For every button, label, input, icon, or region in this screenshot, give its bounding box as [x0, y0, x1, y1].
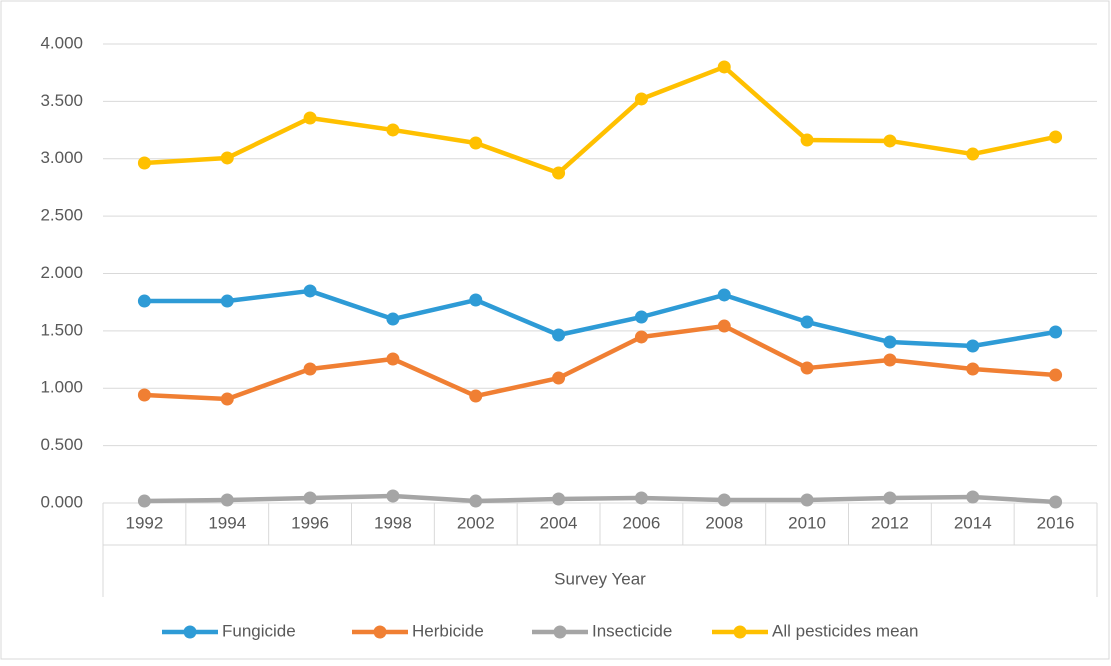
- data-point: [966, 147, 980, 161]
- x-tick-label: 1992: [126, 513, 164, 532]
- data-point: [137, 294, 151, 308]
- data-point: [800, 133, 814, 147]
- data-point: [966, 490, 980, 504]
- data-point: [469, 136, 483, 150]
- data-point: [469, 389, 483, 403]
- x-tick-label: 2016: [1037, 513, 1075, 532]
- data-point: [883, 335, 897, 349]
- data-point: [386, 312, 400, 326]
- x-tick-label: 1996: [291, 513, 329, 532]
- data-point: [137, 494, 151, 508]
- y-tick-label: 3.500: [40, 91, 83, 110]
- data-point: [717, 288, 731, 302]
- data-point: [386, 123, 400, 137]
- y-tick-label: 1.500: [40, 320, 83, 339]
- series-line: [144, 493, 1056, 505]
- data-point: [303, 111, 317, 125]
- x-tick-label: 2006: [623, 513, 661, 532]
- data-point: [883, 134, 897, 148]
- series-line: [144, 288, 1056, 349]
- data-point: [552, 492, 566, 506]
- data-point: [303, 491, 317, 505]
- y-tick-label: 2.500: [40, 206, 83, 225]
- data-point: [800, 361, 814, 375]
- x-tick-label: 2004: [540, 513, 578, 532]
- y-tick-label: 0.500: [40, 435, 83, 454]
- legend-marker: [373, 625, 387, 639]
- legend-marker: [733, 625, 747, 639]
- data-point: [800, 493, 814, 507]
- data-point: [1049, 368, 1063, 382]
- data-point: [717, 60, 731, 74]
- y-tick-label: 3.000: [40, 148, 83, 167]
- legend-label: All pesticides mean: [772, 621, 918, 640]
- data-point: [634, 310, 648, 324]
- data-point: [800, 315, 814, 329]
- data-point: [552, 166, 566, 180]
- data-point: [717, 319, 731, 333]
- series-line: [144, 64, 1057, 176]
- data-point: [220, 392, 234, 406]
- data-point: [220, 493, 234, 507]
- data-point: [966, 362, 980, 376]
- data-point: [386, 352, 400, 366]
- data-point: [883, 353, 897, 367]
- data-point: [883, 491, 897, 505]
- y-tick-label: 4.000: [40, 33, 83, 52]
- data-point: [717, 493, 731, 507]
- data-point: [220, 294, 234, 308]
- legend-marker: [553, 625, 567, 639]
- y-tick-label: 0.000: [40, 492, 83, 511]
- data-point: [220, 151, 234, 165]
- legend-label: Insecticide: [592, 621, 672, 640]
- data-point: [552, 371, 566, 385]
- data-point: [966, 339, 980, 353]
- y-tick-label: 1.000: [40, 378, 83, 397]
- data-point: [1049, 495, 1063, 509]
- data-point: [137, 156, 151, 170]
- data-point: [1049, 130, 1063, 144]
- x-tick-label: 2014: [954, 513, 992, 532]
- data-point: [137, 388, 151, 402]
- x-tick-label: 1994: [208, 513, 246, 532]
- data-point: [469, 494, 483, 508]
- data-point: [303, 284, 317, 298]
- x-axis-title: Survey Year: [554, 569, 646, 588]
- legend-label: Fungicide: [222, 621, 296, 640]
- x-tick-label: 2012: [871, 513, 909, 532]
- x-tick-label: 2002: [457, 513, 495, 532]
- data-point: [634, 330, 648, 344]
- data-point: [386, 489, 400, 503]
- legend-marker: [183, 625, 197, 639]
- data-point: [634, 491, 648, 505]
- x-tick-label: 1998: [374, 513, 412, 532]
- data-point: [634, 92, 648, 106]
- y-tick-label: 2.000: [40, 263, 83, 282]
- data-point: [469, 293, 483, 307]
- x-tick-label: 2008: [705, 513, 743, 532]
- series-line: [144, 323, 1056, 402]
- x-tick-label: 2010: [788, 513, 826, 532]
- data-point: [1049, 325, 1063, 339]
- data-point: [552, 328, 566, 342]
- legend-label: Herbicide: [412, 621, 484, 640]
- data-point: [303, 362, 317, 376]
